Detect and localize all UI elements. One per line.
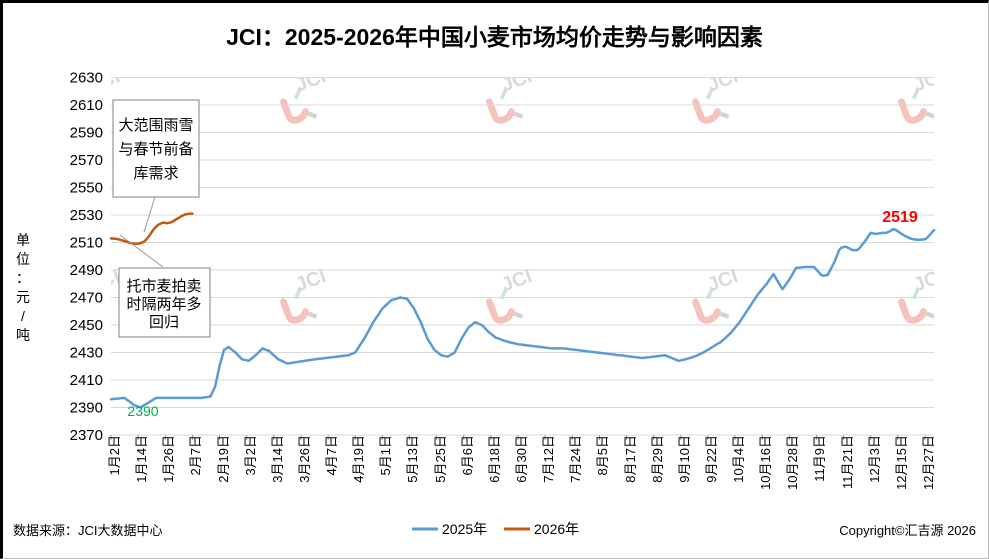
svg-text:2390: 2390 [70,400,103,417]
svg-text:2519: 2519 [882,209,918,226]
svg-text:2470: 2470 [70,290,103,307]
svg-text:2490: 2490 [70,262,103,279]
svg-text:2430: 2430 [70,345,103,362]
svg-text:2410: 2410 [70,372,103,389]
svg-text:库需求: 库需求 [133,165,178,182]
svg-text:2550: 2550 [70,180,103,197]
svg-text:2630: 2630 [70,70,103,87]
svg-text:托市麦拍卖: 托市麦拍卖 [126,278,201,295]
svg-text:2590: 2590 [70,125,103,142]
svg-text:时隔两年多: 时隔两年多 [126,296,201,313]
svg-text:2390: 2390 [127,403,158,419]
svg-text:2610: 2610 [70,97,103,114]
svg-text:2510: 2510 [70,235,103,252]
svg-text:2025年: 2025年 [442,521,487,537]
svg-text:2370: 2370 [70,427,103,444]
svg-text:2530: 2530 [70,207,103,224]
svg-text:2450: 2450 [70,317,103,334]
svg-text:与春节前备: 与春节前备 [118,141,193,158]
svg-text:2026年: 2026年 [534,521,579,537]
svg-text:大范围雨雪: 大范围雨雪 [118,117,193,134]
svg-text:2570: 2570 [70,152,103,169]
svg-text:回归: 回归 [149,314,179,331]
